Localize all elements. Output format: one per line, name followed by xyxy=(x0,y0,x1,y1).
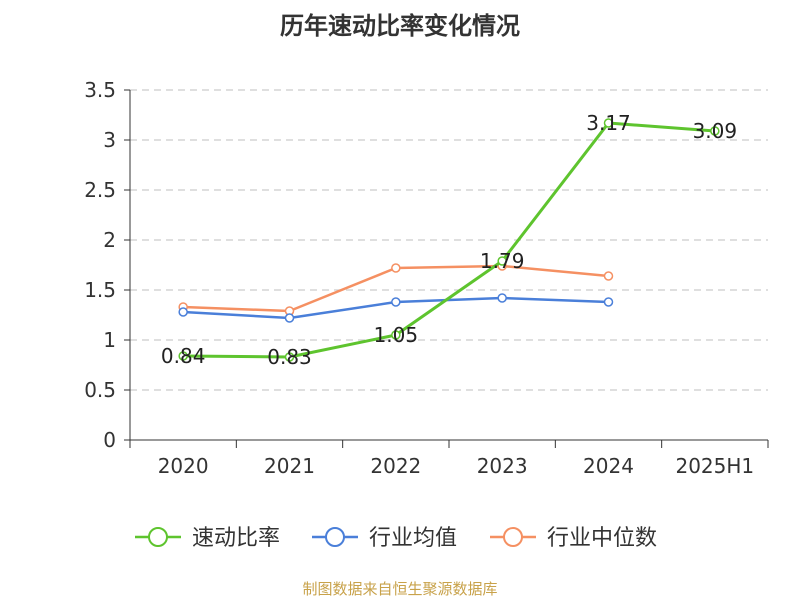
x-tick-label: 2020 xyxy=(158,454,209,478)
y-tick-label: 0.5 xyxy=(84,378,116,402)
y-tick-label: 3 xyxy=(103,128,116,152)
y-tick-label: 2.5 xyxy=(84,178,116,202)
series-line xyxy=(183,121,715,359)
legend-marker xyxy=(325,527,345,547)
legend-marker xyxy=(148,527,168,547)
data-point xyxy=(178,307,188,317)
x-tick-label: 2021 xyxy=(264,454,315,478)
data-label: 0.83 xyxy=(267,345,312,369)
legend-label: 行业均值 xyxy=(369,526,457,551)
data-label: 1.79 xyxy=(480,249,525,273)
data-label: 3.09 xyxy=(693,119,738,143)
data-point xyxy=(497,293,507,303)
x-tick-label: 2025H1 xyxy=(675,454,754,478)
y-tick-label: 2 xyxy=(103,228,116,252)
legend-marker xyxy=(503,527,523,547)
source-note: 制图数据来自恒生聚源数据库 xyxy=(302,580,498,598)
data-label: 3.17 xyxy=(586,111,631,135)
y-tick-label: 0 xyxy=(103,428,116,452)
x-tick-label: 2024 xyxy=(583,454,634,478)
x-tick-label: 2022 xyxy=(370,454,421,478)
chart-title: 历年速动比率变化情况 xyxy=(280,12,520,40)
data-point xyxy=(284,352,295,362)
data-label: 0.84 xyxy=(161,344,206,368)
data-point xyxy=(178,351,188,361)
data-point xyxy=(603,271,614,281)
data-point xyxy=(391,297,401,307)
data-point xyxy=(603,297,614,307)
y-tick-label: 3.5 xyxy=(84,78,116,102)
data-point xyxy=(391,330,401,340)
data-point xyxy=(284,313,295,323)
data-point xyxy=(710,126,720,136)
data-point xyxy=(603,118,614,128)
legend-label: 行业中位数 xyxy=(547,526,657,551)
data-label: 1.05 xyxy=(374,323,419,347)
y-tick-label: 1.5 xyxy=(84,278,116,302)
x-tick-label: 2023 xyxy=(477,454,528,478)
data-point xyxy=(391,263,401,273)
data-point xyxy=(497,256,507,266)
legend-label: 速动比率 xyxy=(192,526,280,551)
y-tick-label: 1 xyxy=(103,328,116,352)
